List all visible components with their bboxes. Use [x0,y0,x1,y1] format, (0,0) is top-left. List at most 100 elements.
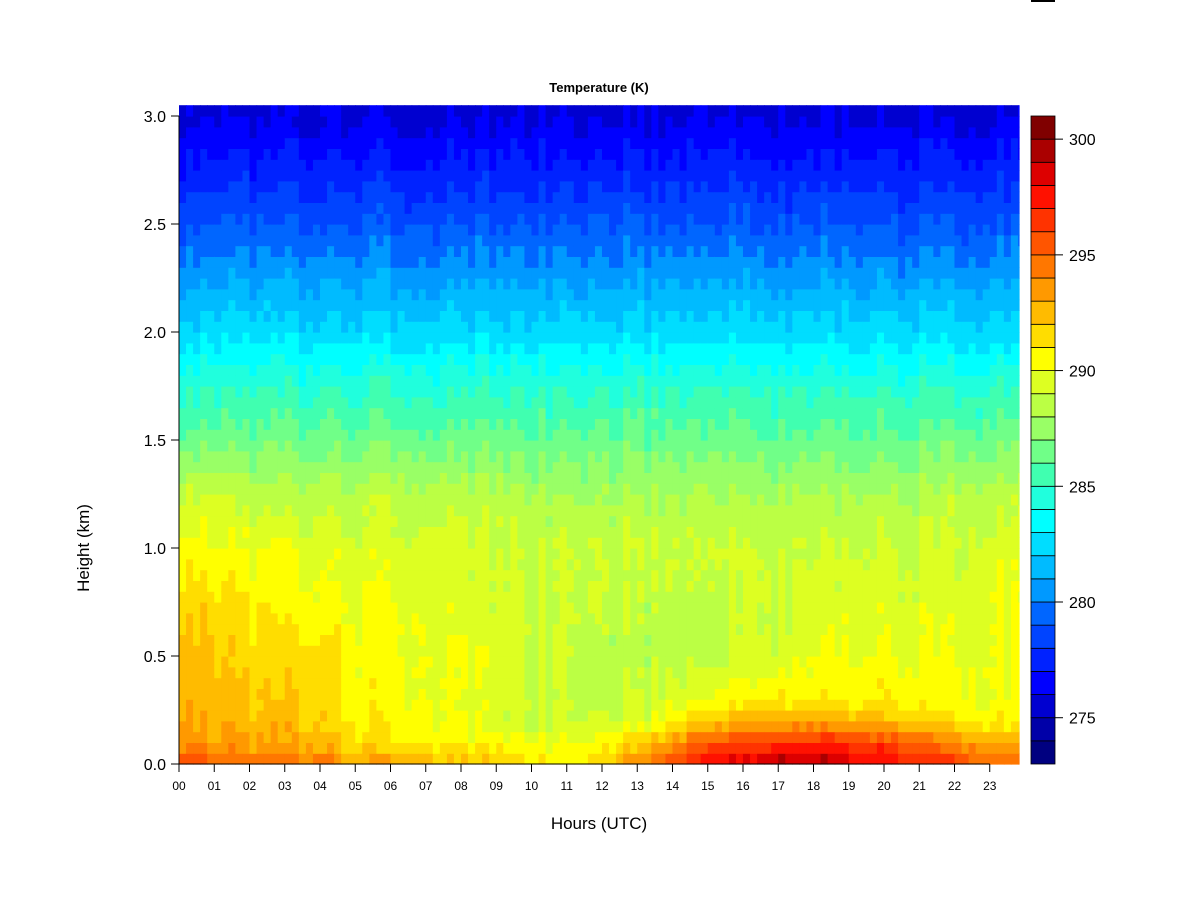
heatmap-cell [460,267,469,279]
heatmap-cell [312,537,321,549]
heatmap-cell [651,731,659,743]
heatmap-cell [552,137,561,149]
heatmap-cell [179,720,187,733]
heatmap-cell [721,494,730,506]
heatmap-cell [390,569,399,581]
heatmap-cell [439,224,448,236]
heatmap-cell [510,699,518,711]
heatmap-cell [552,720,561,733]
heatmap-cell [305,612,314,625]
heatmap-cell [651,429,659,441]
heatmap-cell [679,245,688,257]
heatmap-cell [573,256,582,268]
heatmap-cell [383,278,392,290]
heatmap-cell [369,364,377,376]
heatmap-cell [616,710,624,722]
heatmap-cell [249,234,258,247]
heatmap-cell [334,105,342,117]
heatmap-cell [742,645,751,657]
heatmap-cell [531,234,540,247]
heatmap-cell [460,245,469,257]
heatmap-cell [616,753,624,765]
heatmap-cell [503,213,511,225]
heatmap-cell [468,483,476,495]
heatmap-cell [707,256,716,268]
heatmap-cell [291,418,300,430]
heatmap-cell [200,278,208,290]
heatmap-cell [742,731,751,743]
heatmap-cell [489,429,497,441]
heatmap-cell [721,213,730,225]
heatmap-cell [623,105,631,117]
heatmap-cell [228,429,236,441]
heatmap-cell [376,213,385,225]
heatmap-cell [538,742,547,754]
heatmap-cell [348,580,356,592]
heatmap-cell [298,558,307,571]
heatmap-cell [531,753,540,765]
heatmap-cell [200,321,208,333]
heatmap-cell [207,731,215,743]
heatmap-cell [355,666,363,679]
heatmap-cell [707,191,716,203]
heatmap-cell [672,656,681,668]
heatmap-cell [284,159,293,171]
heatmap-cell [700,569,709,581]
heatmap-cell [496,666,504,679]
heatmap-cell [327,288,335,301]
heatmap-cell [503,159,511,171]
heatmap-cell [404,494,413,506]
heatmap-cell [446,234,455,247]
heatmap-cell [686,224,695,236]
heatmap-cell [348,666,356,679]
heatmap-cell [707,731,716,743]
heatmap-cell [609,234,617,247]
heatmap-cell [418,666,427,679]
heatmap-cell [475,742,483,754]
heatmap-cell [439,105,448,117]
heatmap-cell [425,699,434,711]
heatmap-cell [644,180,652,193]
heatmap-cell [721,159,730,171]
heatmap-cell [404,450,413,463]
heatmap-cell [334,224,342,236]
heatmap-cell [432,537,441,549]
heatmap-cell [651,656,659,668]
heatmap-cell [256,288,265,301]
heatmap-cell [355,375,363,387]
heatmap-cell [517,299,526,311]
heatmap-cell [714,591,723,603]
heatmap-cell [341,666,349,679]
heatmap-cell [263,569,272,581]
heatmap-cell [552,483,561,495]
heatmap-cell [319,278,328,290]
heatmap-cell [277,342,286,355]
heatmap-cell [369,288,377,301]
heatmap-cell [207,288,215,301]
heatmap-cell [644,526,652,538]
heatmap-cell [637,731,645,743]
heatmap-cell [644,245,652,257]
heatmap-cell [693,407,702,419]
heatmap-cell [263,440,272,452]
heatmap-cell [552,191,561,203]
heatmap-cell [411,699,420,711]
heatmap-cell [552,666,561,679]
heatmap-cell [453,180,462,193]
heatmap-cell [228,656,236,668]
heatmap-cell [742,418,751,430]
heatmap-cell [750,288,758,301]
heatmap-cell [446,224,455,236]
heatmap-cell [510,472,518,484]
heatmap-cell [411,105,420,117]
heatmap-cell [609,288,617,301]
heatmap-cell [369,623,377,635]
heatmap-cell [545,720,554,733]
heatmap-cell [707,688,716,700]
heatmap-cell [510,191,518,203]
heatmap-cell [432,645,441,657]
heatmap-cell [714,537,723,549]
heatmap-cell [489,688,497,700]
heatmap-cell [728,677,737,689]
heatmap-cell [651,148,659,160]
